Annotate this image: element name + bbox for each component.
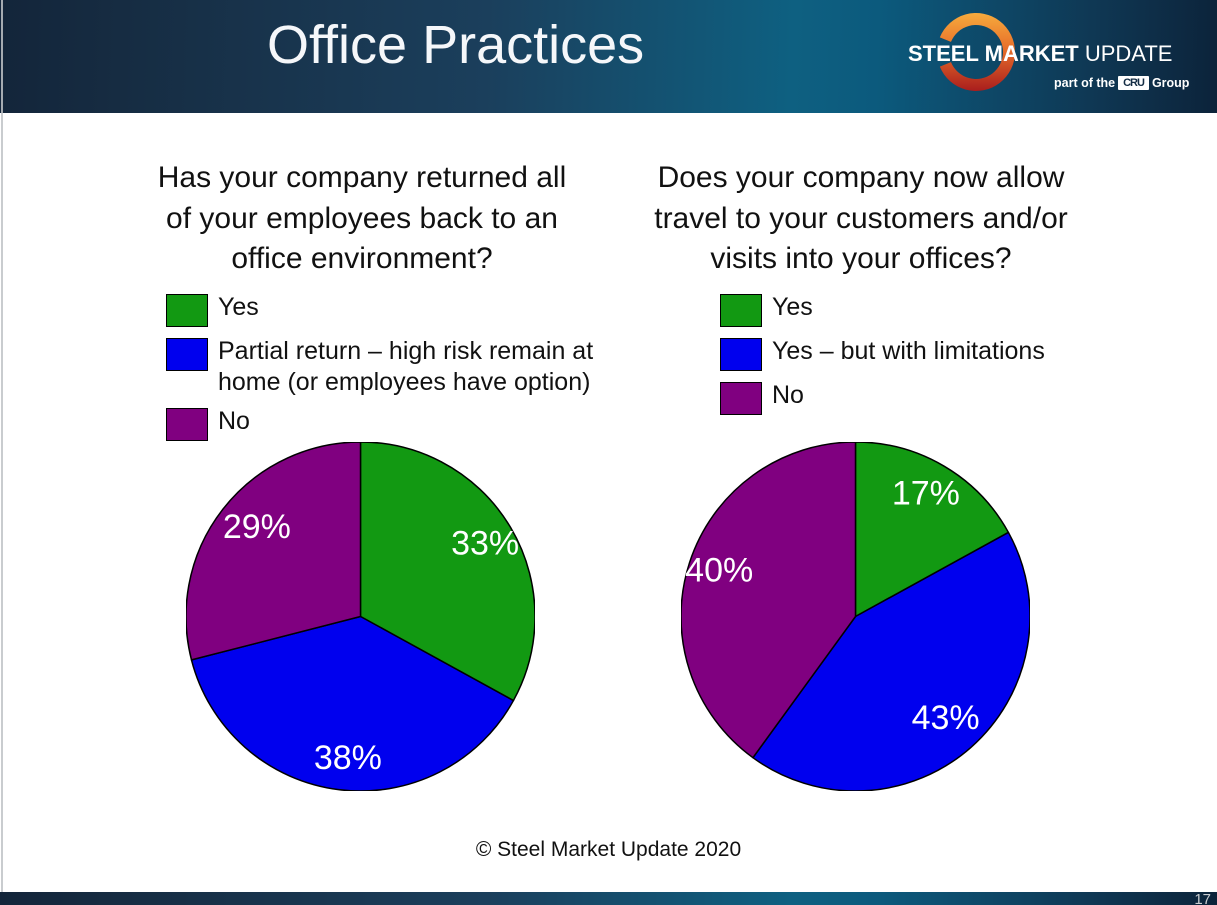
- svg-text:33%: 33%: [451, 525, 519, 563]
- svg-text:40%: 40%: [685, 552, 753, 590]
- svg-text:29%: 29%: [223, 508, 291, 546]
- svg-text:17%: 17%: [892, 475, 960, 513]
- svg-text:38%: 38%: [314, 739, 382, 777]
- svg-text:43%: 43%: [912, 699, 980, 737]
